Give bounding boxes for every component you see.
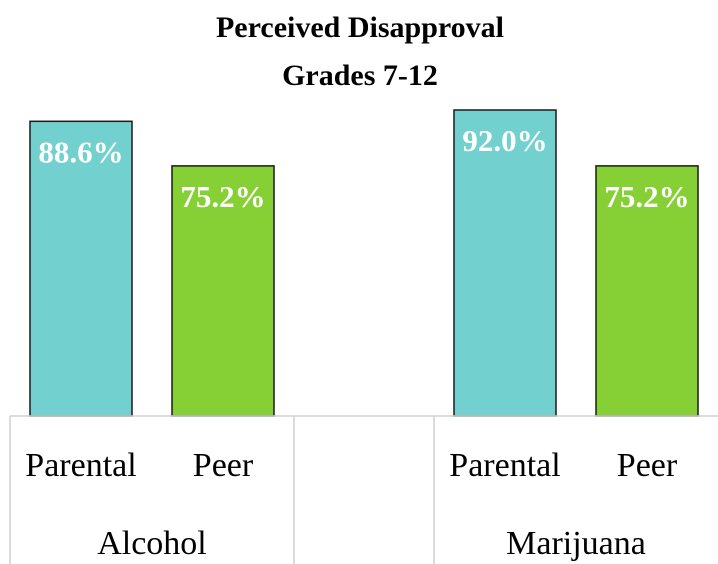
group-label: Marijuana — [506, 525, 646, 562]
x-tick-label: Peer — [193, 447, 254, 484]
value-label: 88.6% — [38, 134, 123, 169]
bar — [171, 165, 275, 417]
x-tick-label: Parental — [25, 447, 136, 484]
group-label: Alcohol — [97, 525, 207, 562]
chart-title: Perceived Disapproval — [216, 11, 504, 44]
bar — [29, 120, 133, 417]
bar — [453, 109, 557, 417]
x-tick-label: Parental — [449, 447, 560, 484]
chart-subtitle: Grades 7-12 — [282, 59, 438, 92]
value-label: 75.2% — [180, 179, 265, 214]
x-tick-label: Peer — [617, 447, 678, 484]
value-label: 75.2% — [604, 179, 689, 214]
value-label: 92.0% — [462, 123, 547, 158]
bar — [595, 165, 699, 417]
